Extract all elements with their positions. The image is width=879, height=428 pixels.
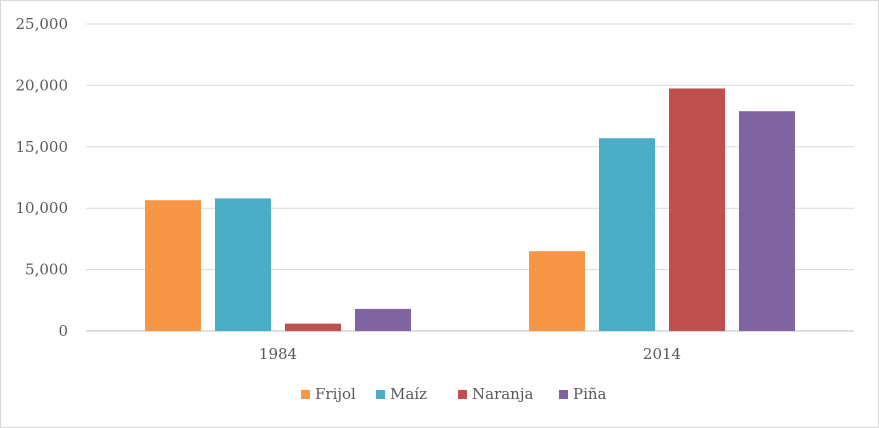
bar-frijol-2014	[529, 251, 585, 331]
y-tick-label: 0	[58, 322, 68, 340]
legend-swatch-piña	[559, 390, 568, 399]
y-tick-label: 10,000	[16, 199, 69, 217]
y-tick-label: 25,000	[16, 15, 69, 33]
y-tick-label: 15,000	[16, 138, 69, 156]
x-category-label: 2014	[643, 345, 681, 363]
x-category-label: 1984	[259, 345, 297, 363]
bar-piña-1984	[355, 308, 411, 331]
legend-label: Piña	[573, 385, 607, 403]
bar-piña-2014	[739, 111, 795, 331]
legend-swatch-frijol	[301, 390, 310, 399]
legend-label: Maíz	[390, 385, 427, 403]
bar-maíz-2014	[599, 138, 655, 331]
y-tick-label: 20,000	[16, 76, 69, 94]
bar-maíz-1984	[215, 198, 271, 331]
legend-label: Naranja	[472, 385, 533, 403]
bar-frijol-1984	[145, 200, 201, 331]
bar-naranja-1984	[285, 323, 341, 331]
bar-naranja-2014	[669, 88, 725, 331]
legend-swatch-maíz	[376, 390, 385, 399]
legend-label: Frijol	[315, 385, 356, 403]
legend-swatch-naranja	[458, 390, 467, 399]
y-tick-label: 5,000	[25, 261, 68, 279]
